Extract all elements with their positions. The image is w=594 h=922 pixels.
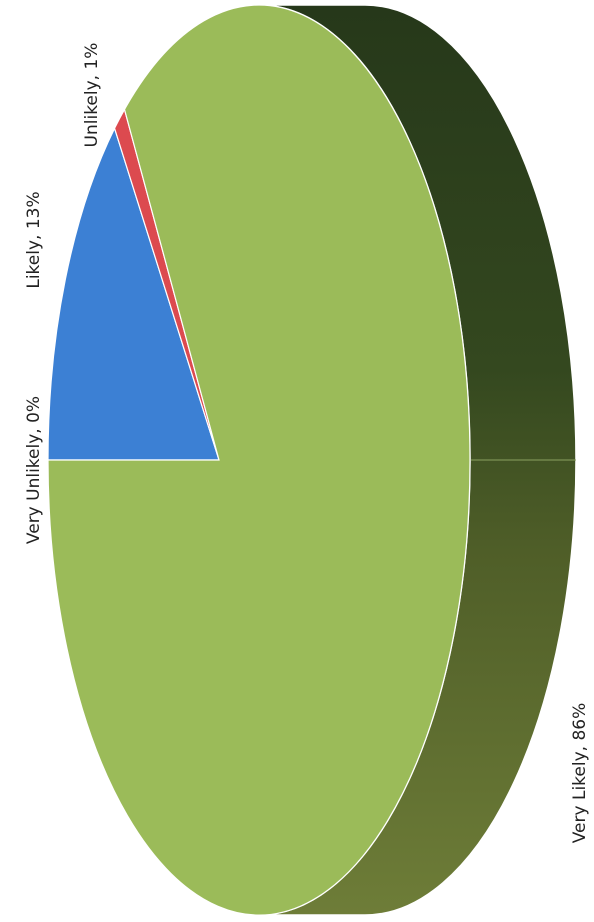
data-label: Very Likely, 86%	[570, 703, 590, 844]
data-label: Likely, 13%	[24, 191, 44, 288]
pie-slice	[47, 126, 220, 461]
data-label: Unlikely, 1%	[82, 43, 102, 148]
data-label: Very Unlikely, 0%	[24, 396, 44, 544]
pie-slice	[47, 4, 471, 916]
